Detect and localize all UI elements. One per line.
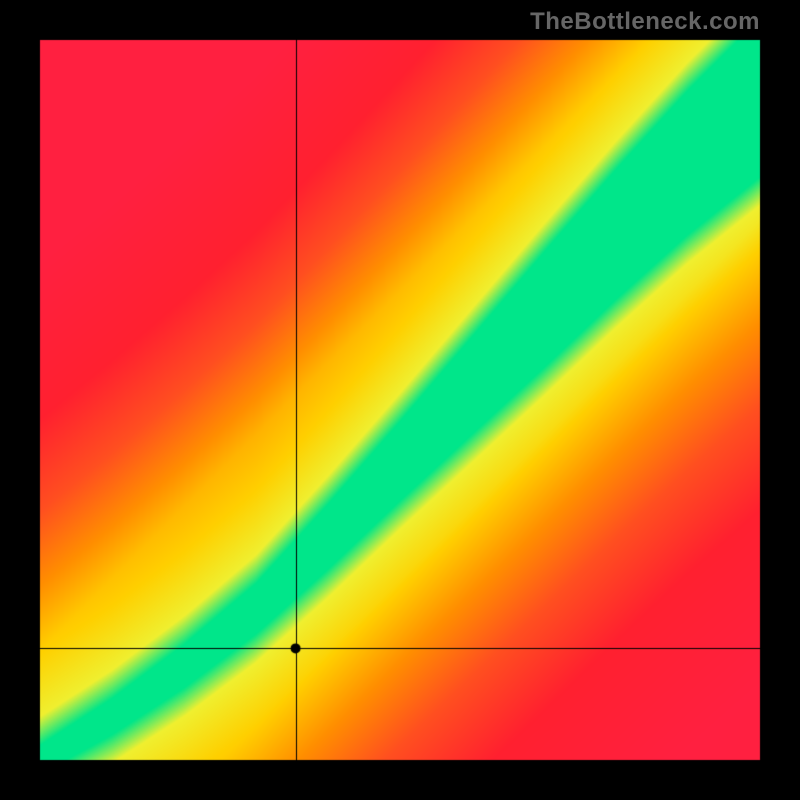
attribution-watermark: TheBottleneck.com [530,8,760,36]
bottleneck-heatmap [0,0,800,800]
